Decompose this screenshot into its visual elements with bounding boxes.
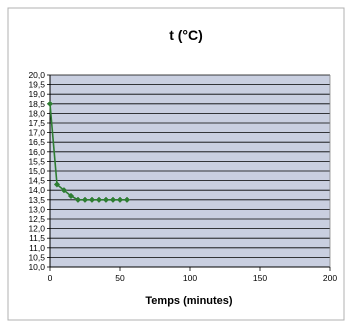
- y-tick-label: 17,0: [28, 128, 45, 138]
- x-tick-label: 0: [48, 273, 53, 283]
- y-tick-label: 19,5: [28, 80, 45, 90]
- data-point: [123, 196, 131, 203]
- y-tick-label: 11,0: [29, 243, 45, 253]
- gridlines: [50, 74, 330, 268]
- y-tick-label: 15,0: [28, 166, 45, 176]
- y-tick-label: 12,5: [28, 214, 45, 224]
- data-point: [102, 196, 110, 203]
- series-group: [46, 100, 131, 203]
- data-point: [53, 181, 61, 188]
- y-tick-label: 20,0: [28, 70, 45, 80]
- data-point: [95, 196, 103, 203]
- y-tick-label: 12,0: [28, 224, 45, 234]
- y-tick-label: 10,5: [28, 252, 45, 262]
- y-tick-label: 15,5: [28, 156, 45, 166]
- y-tick-label: 18,5: [28, 99, 45, 109]
- y-tick-label: 18,0: [28, 108, 45, 118]
- data-point: [46, 100, 54, 107]
- y-tick-label: 14,0: [28, 185, 45, 195]
- x-tick-label: 150: [253, 273, 267, 283]
- y-tick-label: 16,0: [28, 147, 45, 157]
- y-tick-labels: 10,010,511,011,512,012,513,013,514,014,5…: [28, 70, 50, 272]
- data-point: [60, 187, 68, 194]
- y-tick-label: 10,0: [28, 262, 45, 272]
- data-point: [109, 196, 117, 203]
- y-tick-label: 16,5: [28, 137, 45, 147]
- x-tick-label: 200: [323, 273, 337, 283]
- y-tick-label: 13,0: [28, 204, 45, 214]
- chart-title: t (°C): [169, 27, 203, 43]
- y-tick-label: 13,5: [28, 195, 45, 205]
- data-point: [88, 196, 96, 203]
- x-tick-label: 100: [183, 273, 197, 283]
- data-point: [67, 192, 75, 200]
- y-tick-label: 14,5: [28, 176, 45, 186]
- x-tick-labels: 0 50 100 150 200: [48, 267, 337, 283]
- x-axis-label: Temps (minutes): [145, 295, 233, 307]
- y-tick-label: 19,0: [28, 89, 45, 99]
- x-tick-label: 50: [115, 273, 125, 283]
- y-tick-label: 17,5: [28, 118, 45, 128]
- data-point: [116, 196, 124, 203]
- y-tick-label: 11,5: [29, 233, 45, 243]
- data-point: [74, 196, 82, 203]
- data-point: [81, 196, 89, 203]
